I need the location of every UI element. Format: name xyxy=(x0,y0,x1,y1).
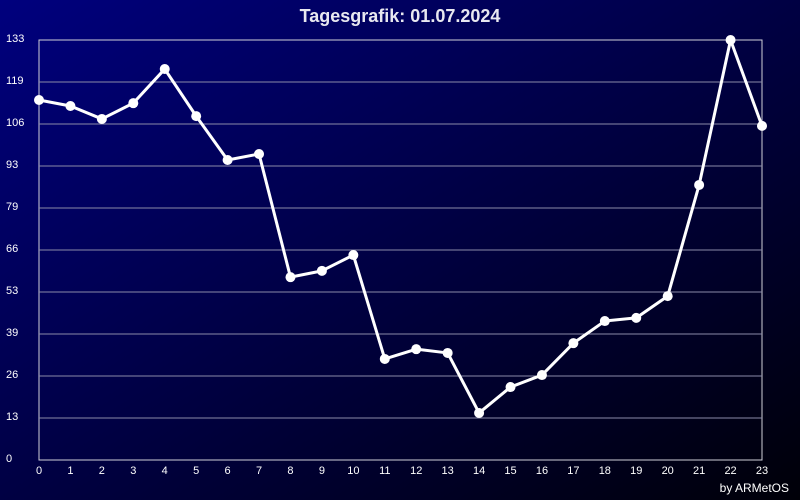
point xyxy=(191,111,202,122)
point xyxy=(285,272,296,283)
y-tick-label: 106 xyxy=(6,117,24,129)
point xyxy=(568,338,579,349)
x-tick-label: 21 xyxy=(693,465,705,477)
x-tick-label: 19 xyxy=(630,465,642,477)
x-tick-label: 9 xyxy=(319,465,325,477)
y-tick-label: 133 xyxy=(6,33,24,45)
x-tick-label: 16 xyxy=(536,465,548,477)
x-tick-label: 22 xyxy=(724,465,736,477)
point xyxy=(159,64,170,75)
x-tick-label: 10 xyxy=(347,465,359,477)
x-tick-label: 5 xyxy=(193,465,199,477)
point xyxy=(631,312,642,323)
point xyxy=(222,155,233,165)
line xyxy=(38,38,764,415)
x-tick-label: 7 xyxy=(256,465,262,477)
x-tick-label: 12 xyxy=(410,465,422,477)
x-tick-label: 11 xyxy=(379,465,390,477)
x-tick-label: 20 xyxy=(662,465,674,477)
x-tick-label: 13 xyxy=(442,465,454,477)
point xyxy=(96,113,107,124)
point xyxy=(254,149,265,159)
x-tick-label: 1 xyxy=(67,465,73,477)
point xyxy=(442,347,453,358)
point xyxy=(662,291,673,302)
x-tick-label: 18 xyxy=(599,465,611,477)
x-tick-label: 17 xyxy=(567,465,579,477)
x-tick-label: 4 xyxy=(162,465,168,477)
x-tick-label: 14 xyxy=(473,465,485,477)
y-tick-label: 13 xyxy=(6,411,18,423)
point xyxy=(411,344,422,355)
credit: by ARMetOS xyxy=(720,481,789,495)
y-tick-label: 39 xyxy=(6,327,18,339)
point xyxy=(379,353,390,364)
x-tick-label: 23 xyxy=(756,465,768,477)
point xyxy=(725,35,736,45)
y-tick-label: 93 xyxy=(6,159,18,171)
point xyxy=(474,407,485,418)
y-tick-label: 119 xyxy=(6,75,24,87)
y-tick-label: 66 xyxy=(6,243,18,255)
point xyxy=(505,382,516,393)
x-tick-label: 2 xyxy=(99,465,105,477)
y-tick-label: 53 xyxy=(6,285,18,297)
point xyxy=(65,101,76,111)
x-tick-label: 6 xyxy=(225,465,231,477)
y-tick-label: 26 xyxy=(6,369,18,381)
x-tick-label: 8 xyxy=(287,465,293,477)
chart-title: Tagesgrafik: 01.07.2024 xyxy=(300,6,501,26)
x-tick-label: 0 xyxy=(36,465,42,477)
point xyxy=(694,179,705,190)
point xyxy=(316,265,327,276)
x-tick-label: 15 xyxy=(504,465,516,477)
y-tick-label: 79 xyxy=(6,201,18,213)
y-tick-label: 0 xyxy=(6,453,12,465)
point xyxy=(536,370,547,381)
point xyxy=(34,95,44,105)
point xyxy=(348,250,359,261)
point xyxy=(128,98,139,109)
point xyxy=(757,120,767,131)
x-tick-label: 3 xyxy=(130,465,136,477)
point xyxy=(599,316,610,327)
